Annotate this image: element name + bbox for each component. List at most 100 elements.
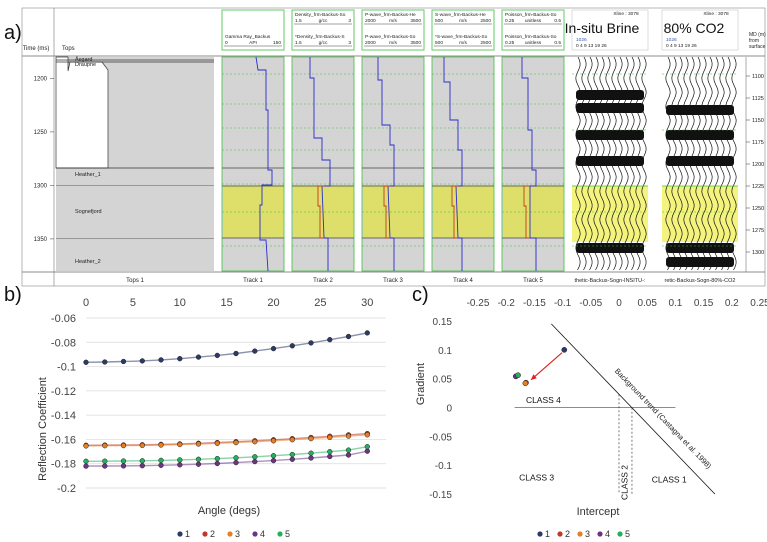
curve-name: Poisson_frm-Backus-So — [505, 34, 557, 40]
track-footer: Track 4 — [453, 278, 473, 284]
curve-min: 0 — [225, 40, 228, 46]
log-curve — [377, 57, 395, 271]
log-curve — [443, 57, 463, 271]
curve-unit: m/s — [459, 40, 467, 46]
fluid-substituted-curve — [451, 185, 458, 239]
avo-shift-arrow — [530, 352, 563, 381]
curve-max: 3500 — [410, 40, 421, 46]
chart-b-point-series-4 — [345, 452, 352, 458]
chart-b-point-series-1 — [364, 330, 370, 336]
curve-unit: API — [249, 40, 257, 46]
md-tick-label: 1175 — [752, 140, 764, 146]
curve-unit: m/s — [389, 40, 397, 46]
chart-b-point-series-1 — [345, 333, 352, 340]
panel-b-label: b) — [4, 284, 22, 306]
fluid-substituted-curve — [523, 185, 530, 239]
chart-b-point-series-5 — [252, 454, 258, 460]
curve-min: 0.25 — [505, 40, 515, 46]
chart-c-x-tick: -0.2 — [498, 298, 516, 309]
tops-header: Tops — [62, 46, 75, 52]
curve-min: 1.5 — [295, 18, 302, 24]
chart-b-legend-label: 5 — [285, 529, 290, 539]
class-label: CLASS 1 — [652, 474, 687, 484]
avo-shift-arrowhead — [531, 374, 537, 380]
chart-b-y-tick: -0.06 — [51, 313, 76, 325]
track-body — [291, 56, 355, 272]
log-curve — [309, 57, 331, 271]
chart-b-point-series-3 — [102, 443, 108, 449]
chart-c-point-series-1 — [561, 346, 568, 353]
log-curve — [255, 56, 273, 272]
chart-b-point-series-5 — [139, 458, 145, 464]
md-tick-label: 1275 — [752, 228, 764, 234]
chart-c-x-tick: 0.05 — [637, 298, 657, 309]
chart-c-x-tick: 0 — [616, 298, 622, 309]
chart-b-point-series-5 — [345, 447, 352, 453]
seismic-strong-event — [576, 130, 644, 140]
chart-b-point-series-5 — [102, 458, 108, 464]
curve-name: P-wave_frm-Backus-He — [365, 12, 416, 18]
time-tick-label: 1350 — [34, 237, 48, 243]
md-tick-label: 1250 — [752, 206, 764, 212]
track-body — [431, 56, 495, 272]
chart-b-y-tick: -0.12 — [51, 386, 76, 398]
seismic-trace-start: 1026 — [576, 37, 587, 43]
chart-b-x-tick: 0 — [83, 297, 89, 309]
background-trend-label: Background trend (Castagna et al. 1998) — [613, 367, 714, 471]
chart-b-point-series-5 — [158, 457, 164, 464]
md-tick-label: 1125 — [752, 96, 764, 102]
chart-b-point-series-3 — [270, 438, 277, 444]
chart-b-y-tick: -0.08 — [51, 337, 76, 349]
chart-b-point-series-3 — [177, 441, 183, 448]
chart-c-y-tick: 0.15 — [433, 317, 453, 328]
chart-b-point-series-1 — [214, 352, 220, 359]
chart-c-y-ticks: 0.15 0.1 0.05 0 -0.05 -0.1 -0.15 — [429, 317, 452, 501]
chart-c-legend-marker — [537, 531, 543, 537]
chart-b-point-series-3 — [345, 433, 352, 439]
chart-b-y-label: Reflection Coefficient — [37, 377, 49, 481]
top-label: Åsgard — [75, 56, 92, 63]
chart-b-x-ticks: 0 5 10 15 20 25 30 — [83, 297, 373, 309]
seismic-footer: thetic-Backus-Sogn-INSITU-: — [575, 278, 646, 284]
track-body — [221, 56, 285, 272]
chart-c-x-tick: 0.2 — [725, 298, 739, 309]
chart-b-y-tick: -0.1 — [57, 362, 76, 374]
chart-b-line-series-3 — [85, 434, 368, 447]
top-label: Heather_1 — [75, 172, 101, 178]
chart-b-x-label: Angle (degs) — [198, 505, 260, 517]
chart-b-line-series-4 — [85, 450, 368, 467]
chart-b-point-series-5 — [289, 451, 295, 458]
md-axis-label-1: MD (m) — [749, 32, 766, 38]
chart-c-legend: 1 2 3 4 5 — [537, 529, 630, 539]
curve-name: Poisson_frm-Backus-So — [505, 12, 557, 18]
chart-b-point-series-4 — [83, 463, 89, 469]
chart-c-y-tick: 0.1 — [438, 346, 452, 357]
chart-b-point-series-3 — [289, 437, 295, 443]
chart-b-x-tick: 10 — [174, 297, 186, 309]
seismic-strong-event — [576, 156, 644, 166]
fluid-substituted-curve — [383, 185, 390, 239]
chart-c-point-series-3 — [522, 380, 529, 387]
chart-b-point-series-3 — [120, 442, 127, 449]
curve-unit: unitless — [525, 18, 542, 24]
md-axis-ticks: 1100 1125 1150 1175 1200 1225 1250 1275 1300 — [746, 74, 764, 256]
curve-unit: m/s — [389, 18, 397, 24]
track-header-box — [221, 9, 285, 51]
chart-c-point-series-5 — [515, 372, 521, 379]
curve-min: 500 — [435, 18, 443, 24]
curve-name: *S-wave_frm-Backus-So — [435, 34, 488, 40]
chart-c-legend-label: 4 — [605, 529, 610, 539]
chart-c-legend-label: 3 — [585, 529, 590, 539]
chart-b-line-series-5 — [85, 446, 368, 462]
chart-b-point-series-1 — [289, 343, 295, 349]
chart-c-x-tick: 0.1 — [668, 298, 682, 309]
time-tick-label: 1200 — [34, 76, 48, 82]
chart-b-x-tick: 30 — [361, 297, 373, 309]
chart-b-point-series-4 — [364, 448, 370, 454]
chart-b-point-series-1 — [83, 359, 89, 365]
seismic-footer: retic-Backus-Sogn-80%-CO2 — [665, 278, 736, 284]
time-axis-label: Time (ms) — [23, 46, 50, 52]
curve-min: 2000 — [365, 40, 376, 46]
curve-max: 3 — [348, 18, 351, 24]
